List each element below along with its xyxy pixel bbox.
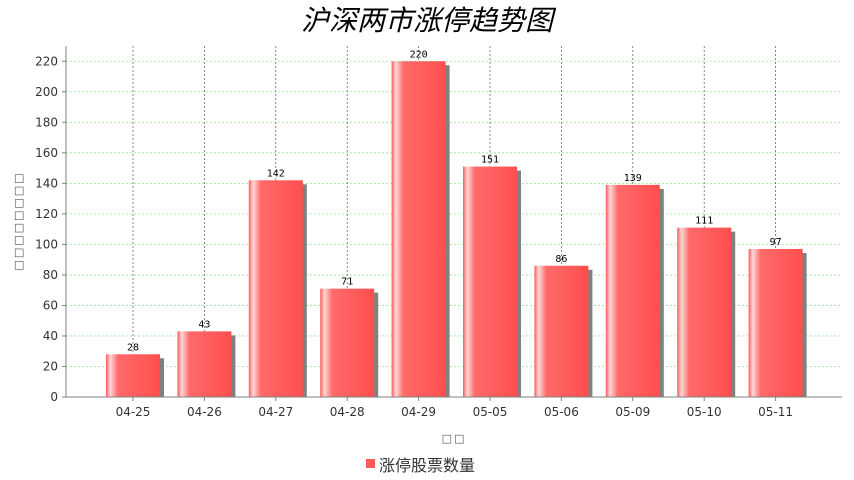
bars [106,61,807,398]
legend: 涨停股票数量 [366,456,475,475]
y-tick-label: 0 [50,390,58,404]
bar-value-label: 43 [198,319,210,330]
x-tick-label: 04-29 [401,405,436,419]
legend-swatch [366,459,375,468]
x-tick-label: 05-10 [687,405,722,419]
x-tick-label: 04-28 [330,405,365,419]
bar-value-label: 142 [267,168,285,179]
y-tick-label: 200 [35,85,58,99]
bar [534,265,589,397]
x-tick-label: 04-25 [116,405,151,419]
x-axis-label: □□ [442,432,467,445]
bar [177,331,232,397]
y-tick-label: 80 [43,268,58,282]
data-labels: 28 43 142 71 220 151 86 139 111 97 [127,49,782,353]
y-tick-label: 140 [35,176,58,190]
x-tick-label: 05-11 [758,405,793,419]
y-tick-label: 180 [35,115,58,129]
bar [391,61,446,398]
x-tick-label: 05-09 [615,405,650,419]
bar-value-label: 139 [624,173,642,184]
bar [748,248,803,397]
y-axis-label: □□□□□□□□ [12,171,25,270]
x-axis-ticks: 04-25 04-26 04-27 04-28 04-29 05-05 05-06 05-09… [116,397,793,419]
bar [106,354,160,397]
bar-value-label: 111 [695,216,713,227]
bar-value-label: 97 [770,237,782,248]
bar-value-label: 220 [410,49,428,60]
bar [463,166,517,397]
x-tick-label: 05-06 [544,405,579,419]
y-tick-label: 160 [35,146,58,160]
bar [248,180,303,397]
y-axis-ticks: 0 20 40 60 80 100 120 140 160 180 200 220 [35,54,66,404]
bar-value-label: 151 [481,155,499,166]
x-tick-label: 04-26 [187,405,222,419]
y-tick-label: 60 [43,298,58,312]
bar-value-label: 28 [127,342,139,353]
legend-label: 涨停股票数量 [379,456,475,475]
y-tick-label: 40 [43,329,58,343]
bar [605,184,660,397]
y-tick-label: 20 [43,359,58,373]
bar [320,288,375,397]
chart-title: 沪深两市涨停趋势图 [301,4,557,37]
bar-value-label: 86 [555,254,567,265]
x-tick-label: 04-27 [258,405,293,419]
x-tick-label: 05-05 [473,405,508,419]
y-tick-label: 100 [35,237,58,251]
bar [677,227,732,397]
y-tick-label: 120 [35,207,58,221]
bar-value-label: 71 [341,277,353,288]
y-tick-label: 220 [35,54,58,68]
